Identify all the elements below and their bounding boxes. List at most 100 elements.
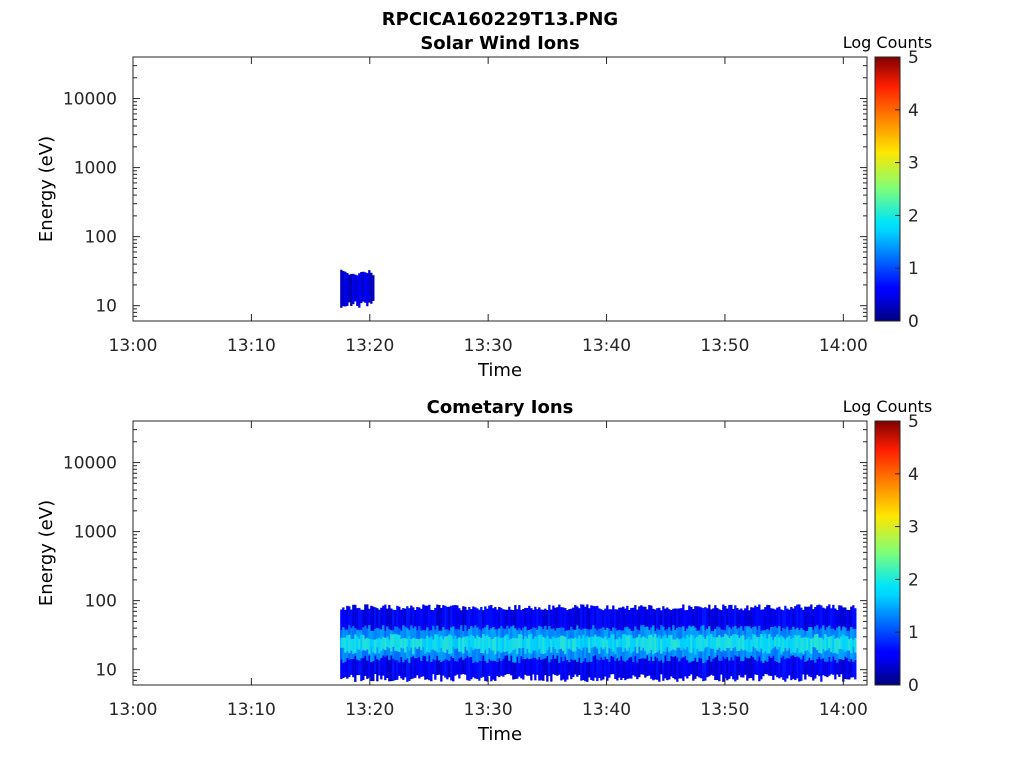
- spectrogram-cell: [684, 638, 687, 650]
- spectrogram-cell: [516, 638, 519, 654]
- spectrogram-cell: [754, 635, 757, 649]
- y-tick-label: 10000: [63, 90, 117, 110]
- x-ticks: 13:00 13:10 13:20 13:30 13:40 13:50 14:00: [109, 57, 868, 356]
- spectrogram-cell: [356, 636, 359, 650]
- spectrogram-cell: [658, 635, 661, 650]
- spectrogram-cell: [538, 634, 541, 650]
- spectrogram-cell: [620, 638, 623, 648]
- y-tick-label: 100: [85, 228, 117, 248]
- spectrogram-cell: [816, 633, 819, 651]
- colorbar-tick-label: 4: [908, 465, 919, 485]
- spectrogram-cell: [834, 638, 837, 653]
- spectrogram-cell: [340, 637, 343, 648]
- spectrogram-cell: [478, 637, 481, 649]
- spectrogram-cell: [686, 634, 689, 647]
- x-tick-label: 13:30: [464, 336, 513, 356]
- spectrogram-cell: [354, 274, 357, 302]
- colorbar-gradient: [874, 420, 901, 686]
- spectrogram-cell: [424, 638, 427, 654]
- spectrogram-cell: [656, 637, 659, 652]
- spectrogram-cell: [566, 639, 569, 649]
- spectrogram-cell: [370, 272, 373, 304]
- spectrogram-cell: [674, 639, 677, 651]
- spectrogram-cell: [550, 639, 553, 653]
- spectrogram-cell: [482, 633, 485, 654]
- spectrogram-cell: [648, 634, 651, 653]
- spectrogram-cell: [480, 638, 483, 653]
- x-tick-label: 14:00: [819, 700, 868, 720]
- spectrogram-cell: [362, 635, 365, 651]
- colorbar: 0 1 2 3 4 5: [874, 48, 919, 332]
- spectrogram-cell: [468, 636, 471, 653]
- spectrogram-cell: [752, 634, 755, 647]
- spectrogram-cell: [472, 635, 475, 651]
- spectrogram-cell: [564, 636, 567, 655]
- spectrogram-cell: [694, 638, 697, 655]
- spectrogram-cell: [508, 639, 511, 654]
- spectrogram-cell: [512, 637, 515, 650]
- spectrogram-cell: [710, 633, 713, 649]
- spectrogram-cell: [350, 273, 353, 307]
- y-tick-label: 1000: [74, 523, 117, 543]
- spectrogram-cell: [362, 271, 365, 302]
- spectrogram-cell: [708, 635, 711, 648]
- spectrogram-cell: [544, 638, 547, 654]
- spectrogram-cell: [630, 635, 633, 654]
- spectrogram-cell: [606, 639, 609, 654]
- spectrogram-cell: [384, 637, 387, 651]
- spectrogram-cell: [462, 637, 465, 654]
- spectrogram-cell: [844, 636, 847, 652]
- spectrogram-cell: [554, 637, 557, 649]
- spectrogram-cell: [372, 275, 375, 301]
- colorbar-label: Log Counts: [843, 33, 933, 52]
- colorbar-tick-label: 0: [908, 312, 919, 332]
- spectrogram-cell: [474, 638, 477, 649]
- colorbar-tick-label: 5: [908, 412, 919, 432]
- spectrogram-cell: [546, 635, 549, 650]
- spectrogram-cell: [746, 638, 749, 652]
- spectrogram-cell: [580, 638, 583, 651]
- spectrogram-cell: [358, 273, 361, 308]
- y-tick-label: 100: [85, 592, 117, 612]
- spectrogram-cell: [452, 638, 455, 648]
- x-tick-label: 13:00: [109, 336, 158, 356]
- spectrogram-cell: [712, 636, 715, 649]
- spectrogram-cell: [588, 637, 591, 653]
- spectrogram-cell: [358, 638, 361, 650]
- spectrogram-cell: [396, 634, 399, 652]
- spectrogram-cell: [532, 638, 535, 651]
- spectrogram-cell: [456, 638, 459, 649]
- spectrogram-cell: [434, 634, 437, 651]
- spectrogram-cell: [342, 271, 345, 307]
- spectrogram-cell: [668, 635, 671, 653]
- spectrogram-cell: [830, 636, 833, 653]
- spectrogram-cell: [780, 635, 783, 655]
- spectrogram-cell: [428, 637, 431, 653]
- spectrogram-cell: [714, 637, 717, 653]
- spectrogram-cell: [536, 636, 539, 653]
- spectrogram-cell: [522, 639, 525, 648]
- y-tick-label: 1000: [74, 159, 117, 179]
- spectrogram-cell: [562, 635, 565, 652]
- spectrogram-cell: [490, 639, 493, 651]
- spectrogram-cell: [592, 636, 595, 648]
- spectrogram-cell: [642, 636, 645, 648]
- spectrogram-cell: [488, 636, 491, 649]
- spectrogram-cell: [666, 637, 669, 648]
- spectrogram-cell: [558, 637, 561, 650]
- plot-area: [132, 56, 868, 322]
- spectrogram-cell: [822, 639, 825, 650]
- spectrogram: [340, 604, 857, 682]
- spectrogram-cell: [496, 636, 499, 652]
- spectrogram-cell: [364, 638, 367, 651]
- spectrogram-cell: [386, 636, 389, 648]
- spectrogram-cell: [634, 638, 637, 647]
- spectrogram-cell: [410, 639, 413, 648]
- spectrogram-cell: [364, 272, 367, 303]
- spectrogram-cell: [586, 635, 589, 648]
- colorbar-gradient: [874, 56, 901, 322]
- spectrogram-cell: [696, 636, 699, 650]
- spectrogram-cell: [576, 638, 579, 648]
- spectrogram-cell: [690, 634, 693, 653]
- spectrogram-cell: [514, 638, 517, 649]
